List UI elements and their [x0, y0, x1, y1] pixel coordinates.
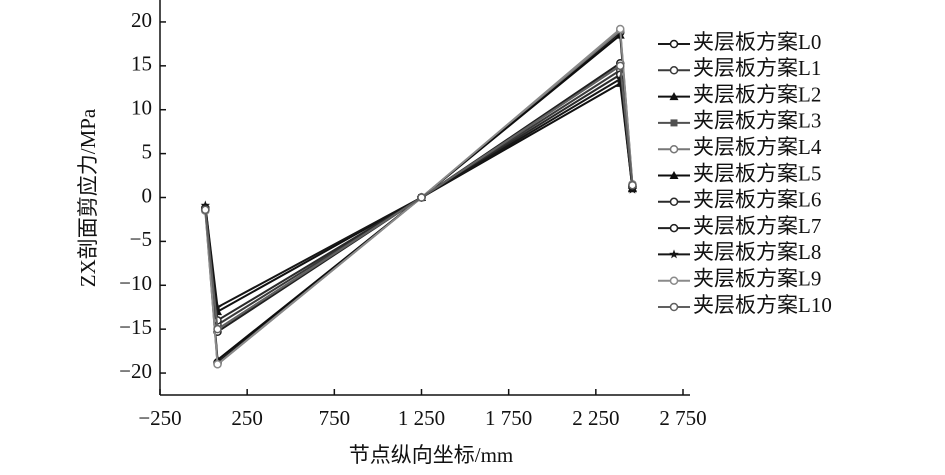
y-tick-label: −5 — [130, 227, 152, 251]
marker — [213, 324, 222, 334]
y-tick-label: 10 — [131, 96, 152, 120]
y-tick-label: −20 — [119, 359, 152, 383]
y-tick-label: 5 — [142, 139, 153, 163]
legend-marker — [669, 171, 679, 179]
y-tick-label: 20 — [131, 8, 152, 32]
x-tick-label: 250 — [231, 406, 263, 430]
x-tick-label: −250 — [138, 406, 181, 430]
legend-marker — [670, 119, 678, 127]
marker — [628, 180, 637, 190]
marker — [615, 74, 625, 83]
legend-label: 夹层板方案L3 — [693, 109, 821, 133]
marker — [213, 360, 222, 369]
y-tick-label: 15 — [131, 52, 152, 76]
legend-label: 夹层板方案L1 — [693, 56, 821, 80]
legend-marker — [669, 302, 679, 312]
legend-label: 夹层板方案L9 — [693, 267, 821, 291]
marker — [417, 193, 426, 202]
legend-marker — [669, 276, 679, 285]
y-tick-label: −15 — [119, 315, 152, 339]
y-axis-label: ZX剖面剪应力/MPa — [76, 108, 100, 287]
legend-label: 夹层板方案L10 — [693, 293, 832, 317]
y-tick-label: 0 — [142, 183, 153, 207]
legend-marker — [669, 39, 679, 49]
legend-marker — [669, 92, 679, 101]
legend-marker — [669, 144, 679, 154]
legend-label: 夹层板方案L0 — [693, 30, 821, 54]
x-tick-label: 2 750 — [659, 406, 706, 430]
marker — [615, 24, 625, 34]
y-tick-label: −10 — [119, 271, 152, 295]
legend-label: 夹层板方案L4 — [693, 135, 822, 159]
legend-marker — [669, 223, 679, 233]
x-tick-label: 2 250 — [572, 406, 619, 430]
legend-label: 夹层板方案L5 — [693, 161, 821, 185]
x-axis-label: 节点纵向坐标/mm — [349, 443, 514, 467]
legend-label: 夹层板方案L6 — [693, 188, 821, 212]
legend-label: 夹层板方案L8 — [693, 240, 821, 264]
marker — [200, 200, 211, 210]
x-tick-label: 1 750 — [485, 406, 532, 430]
legend-label: 夹层板方案L2 — [693, 82, 821, 106]
marker — [201, 205, 210, 215]
marker — [212, 302, 223, 312]
x-tick-label: 750 — [319, 406, 351, 430]
marker — [615, 61, 625, 71]
legend-marker — [669, 197, 679, 207]
x-tick-label: 1 250 — [398, 406, 445, 430]
legend-marker — [669, 249, 679, 259]
legend-marker — [669, 66, 679, 75]
legend-label: 夹层板方案L7 — [693, 214, 821, 238]
